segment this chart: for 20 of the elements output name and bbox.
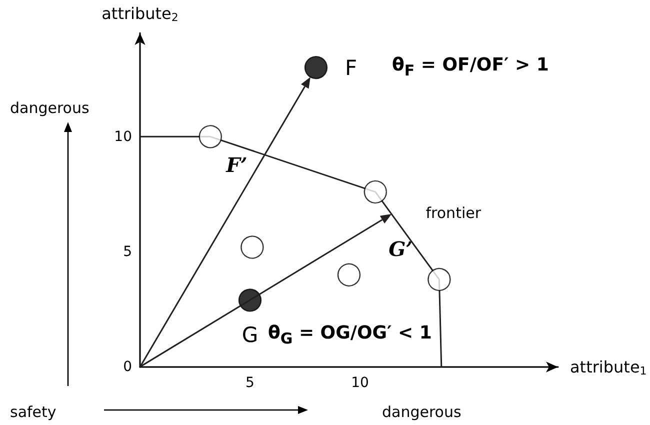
- annotation: F: [344, 56, 358, 80]
- annotation: G’: [388, 236, 413, 261]
- text: dangerous: [10, 99, 90, 117]
- point: [240, 236, 264, 259]
- annotation: θ$_{F}$ = OF/OF′ > 1: [392, 54, 549, 80]
- annotation: G: [242, 323, 258, 348]
- point: [304, 56, 328, 80]
- text: dangerous: [382, 403, 462, 421]
- point: [238, 288, 262, 312]
- point: [198, 125, 222, 148]
- y-tick-label: 0: [123, 359, 132, 375]
- y-tick-label: 10: [114, 128, 132, 145]
- point: [428, 268, 451, 292]
- y-tick-label: 5: [123, 244, 132, 260]
- point: [364, 180, 387, 204]
- point: [337, 263, 361, 286]
- text: safety: [10, 403, 56, 421]
- annotation: F’: [226, 153, 248, 178]
- annotation: θ$_{G}$ = OG/OG′ < 1: [268, 322, 432, 348]
- annotation: frontier: [426, 204, 482, 222]
